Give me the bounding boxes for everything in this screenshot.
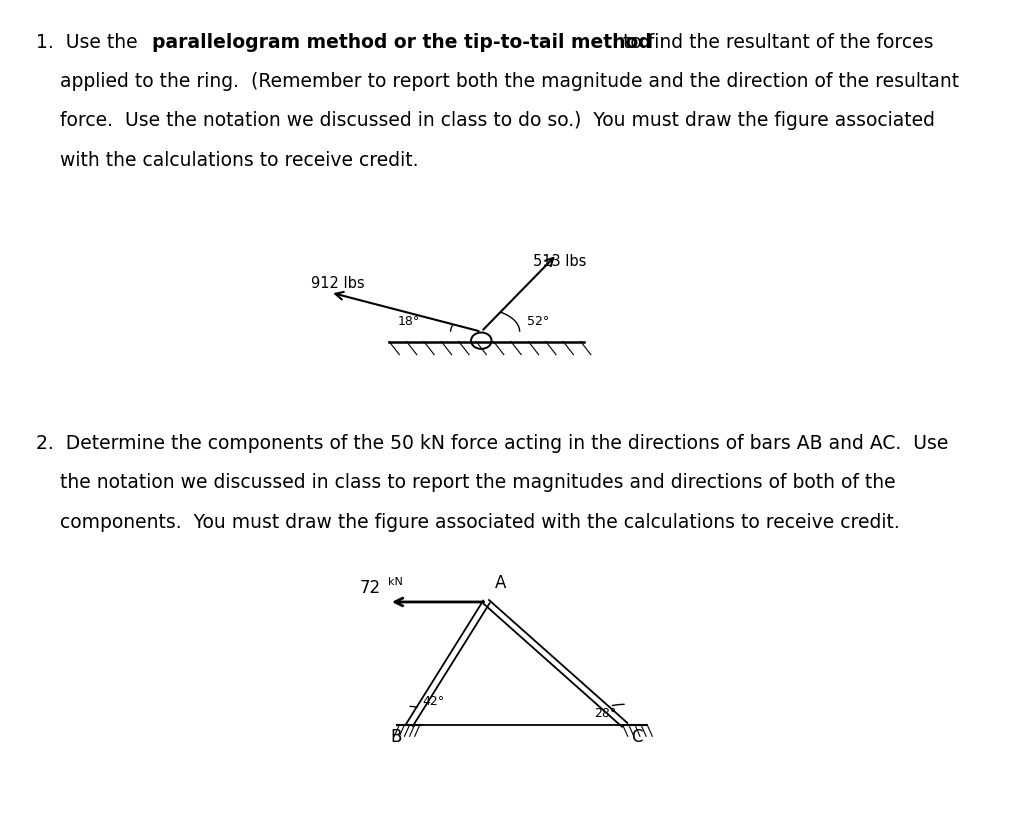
Text: 72: 72 [359,579,381,597]
Text: force.  Use the notation we discussed in class to do so.)  You must draw the fig: force. Use the notation we discussed in … [36,111,935,130]
Text: parallelogram method or the tip-to-tail method: parallelogram method or the tip-to-tail … [152,33,651,52]
Text: B: B [390,728,401,746]
Text: applied to the ring.  (Remember to report both the magnitude and the direction o: applied to the ring. (Remember to report… [36,72,958,91]
Text: 28°: 28° [594,707,616,720]
Text: the notation we discussed in class to report the magnitudes and directions of bo: the notation we discussed in class to re… [36,473,895,492]
Text: 18°: 18° [397,314,420,328]
Text: 2.  Determine the components of the 50 kN force acting in the directions of bars: 2. Determine the components of the 50 kN… [36,434,948,453]
Text: kN: kN [388,577,403,587]
Text: 1.  Use the: 1. Use the [36,33,143,52]
Text: components.  You must draw the figure associated with the calculations to receiv: components. You must draw the figure ass… [36,513,900,532]
Text: 513 lbs: 513 lbs [534,254,587,269]
Text: C: C [631,728,642,746]
Text: A: A [495,574,506,592]
Text: 52°: 52° [527,315,550,328]
Text: to find the resultant of the forces: to find the resultant of the forces [617,33,934,52]
Text: 912 lbs: 912 lbs [311,277,365,292]
Text: 42°: 42° [422,695,444,708]
Text: with the calculations to receive credit.: with the calculations to receive credit. [36,151,419,170]
